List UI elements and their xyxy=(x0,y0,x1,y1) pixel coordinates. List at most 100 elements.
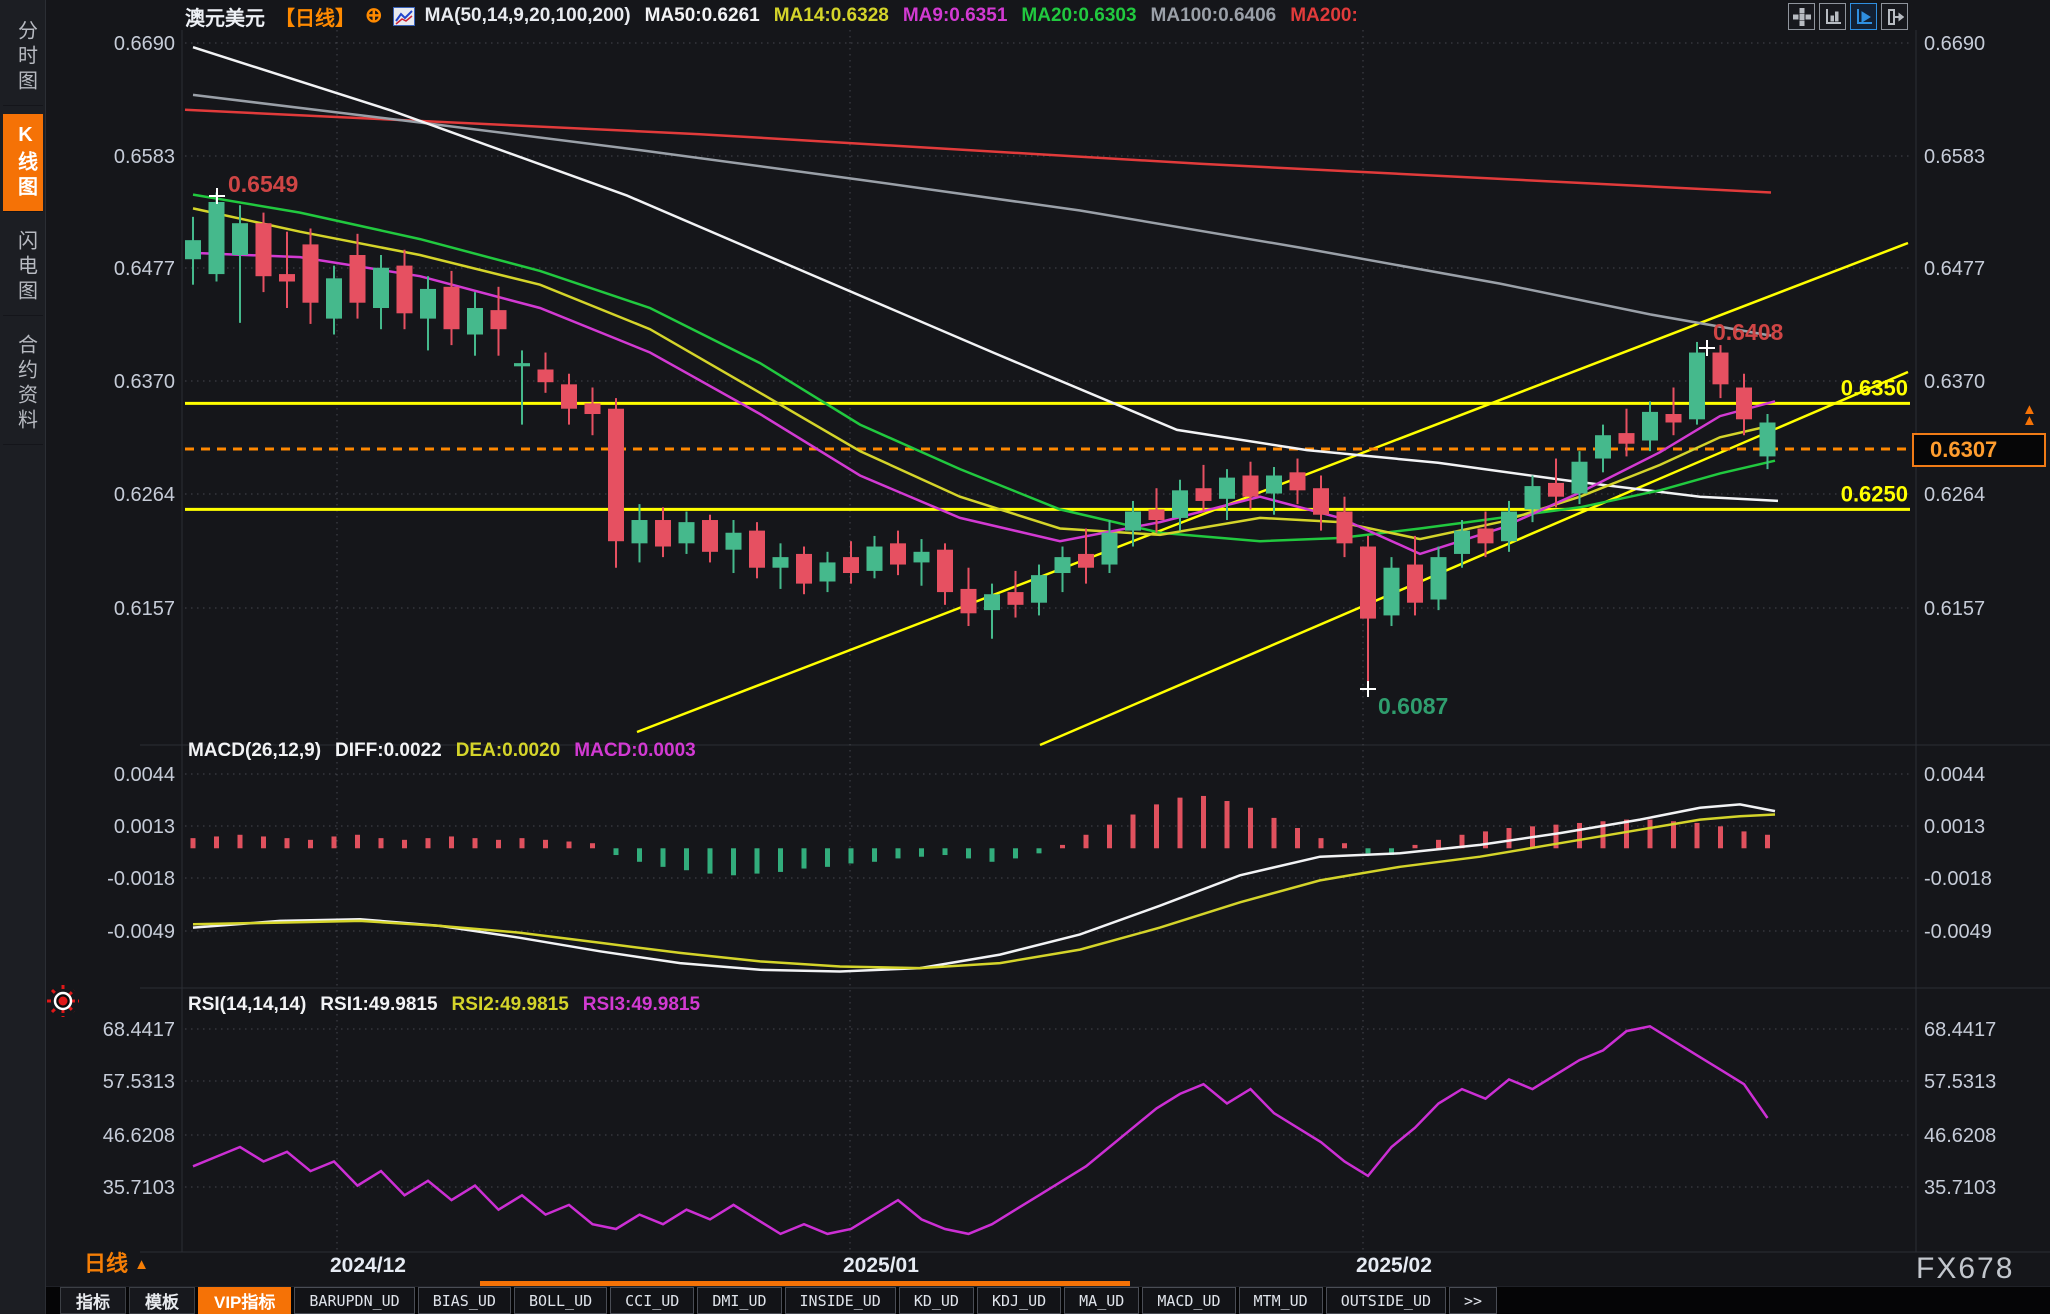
svg-text:0.6477: 0.6477 xyxy=(114,258,175,280)
horizontal-scrollbar-thumb[interactable] xyxy=(480,1281,1130,1286)
indicator-chart-icon[interactable] xyxy=(392,6,415,26)
svg-text:35.7103: 35.7103 xyxy=(103,1177,175,1199)
pan-crosshair-icon[interactable] xyxy=(1788,3,1815,30)
gridlines xyxy=(140,30,2050,1253)
rsi-panel-header: RSI(14,14,14) RSI1:49.9815 RSI2:49.9815 RSI… xyxy=(188,994,700,1016)
svg-text:0.6264: 0.6264 xyxy=(114,484,175,506)
toolbar-tab-模板[interactable]: 模板 xyxy=(129,1287,195,1314)
chart-type-sidebar: 分时图 K线图闪电图合约资料 xyxy=(0,0,46,1314)
indicator-button-DMI_UD[interactable]: DMI_UD xyxy=(697,1287,782,1314)
ma-value-ma200: MA200: xyxy=(1290,5,1358,26)
indicator-button-BARUPDN_UD[interactable]: BARUPDN_UD xyxy=(294,1287,415,1314)
svg-text:35.7103: 35.7103 xyxy=(1924,1177,1996,1199)
svg-text:0.6583: 0.6583 xyxy=(114,146,175,168)
svg-text:-0.0049: -0.0049 xyxy=(107,921,175,943)
period-selector[interactable]: 日线 ▲ xyxy=(84,1251,149,1276)
svg-text:68.4417: 68.4417 xyxy=(1924,1019,1996,1041)
svg-text:0.0044: 0.0044 xyxy=(114,764,175,786)
toolbar-tab-指标[interactable]: 指标 xyxy=(60,1287,126,1314)
chart-header: 澳元美元 【日线】 ⊕ MA(50,14,9,20,100,200) MA50:0… xyxy=(185,2,1358,30)
rsi-value-2: RSI3:49.9815 xyxy=(582,994,701,1015)
svg-text:0.6087: 0.6087 xyxy=(1378,693,1448,719)
indicator-button-MA_UD[interactable]: MA_UD xyxy=(1064,1287,1140,1314)
svg-text:57.5313: 57.5313 xyxy=(103,1071,175,1093)
macd-value-2: MACD:0.0003 xyxy=(574,740,696,761)
svg-text:0.6350: 0.6350 xyxy=(1841,375,1908,400)
ma-value-ma9: MA9:0.6351 xyxy=(902,5,1008,26)
svg-text:46.6208: 46.6208 xyxy=(1924,1125,1996,1147)
indicator-button-OUTSIDE_UD[interactable]: OUTSIDE_UD xyxy=(1325,1287,1447,1314)
svg-text:0.6408: 0.6408 xyxy=(1713,319,1784,345)
ma-line-MA100 xyxy=(192,93,1772,337)
indicator-button-BIAS_UD[interactable]: BIAS_UD xyxy=(417,1287,511,1314)
macd-value-1: DEA:0.0020 xyxy=(455,740,561,761)
ma-line-MA20 xyxy=(192,193,1776,543)
svg-text:0.6370: 0.6370 xyxy=(114,371,175,393)
ma-values: MA(50,14,9,20,100,200) MA50:0.6261 MA14:0.… xyxy=(425,5,1358,27)
indicator-toolbar: 指标 模板 VIP指标 BARUPDN_UD BIAS_UD BOLL_UD CCI_UD D… xyxy=(46,1286,2050,1314)
indicator-button-KDJ_UD[interactable]: KDJ_UD xyxy=(976,1287,1062,1314)
indicator-button-MTM_UD[interactable]: MTM_UD xyxy=(1238,1287,1323,1314)
svg-text:0.6370: 0.6370 xyxy=(1924,371,1985,393)
ma-value-ma-group: MA(50,14,9,20,100,200) xyxy=(424,5,631,26)
more-indicators-button[interactable]: >> xyxy=(1449,1287,1498,1314)
svg-text:0.6690: 0.6690 xyxy=(114,33,175,55)
macd-panel-header: MACD(26,12,9) DIFF:0.0022 DEA:0.0020 MACD:0… xyxy=(188,740,696,762)
triangle-up-icon: ▲ xyxy=(134,1256,149,1273)
svg-text:57.5313: 57.5313 xyxy=(1924,1071,1996,1093)
svg-text:0.6157: 0.6157 xyxy=(114,598,175,620)
svg-text:0.6583: 0.6583 xyxy=(1924,146,1985,168)
svg-text:0.6690: 0.6690 xyxy=(1924,33,1985,55)
rsi-value-0: RSI1:49.9815 xyxy=(320,994,438,1015)
ma-value-ma20: MA20:0.6303 xyxy=(1021,5,1137,26)
indicator-button-CCI_UD[interactable]: CCI_UD xyxy=(610,1287,695,1314)
ma-line-MA50 xyxy=(192,46,1779,503)
indicator-button-KD_UD[interactable]: KD_UD xyxy=(898,1287,974,1314)
ma-line-MA9 xyxy=(192,251,1776,556)
exit-panel-icon[interactable] xyxy=(1881,3,1908,30)
period-tag: 【日线】 xyxy=(275,7,355,30)
svg-text:0.6477: 0.6477 xyxy=(1924,258,1985,280)
rsi-title: RSI(14,14,14) xyxy=(188,994,307,1015)
indicator-button-BOLL_UD[interactable]: BOLL_UD xyxy=(513,1287,608,1314)
indicator-button-MACD_UD[interactable]: MACD_UD xyxy=(1142,1287,1236,1314)
ma-value-ma14: MA14:0.6328 xyxy=(773,5,889,26)
svg-text:0.0044: 0.0044 xyxy=(1924,764,1985,786)
svg-text:-0.0018: -0.0018 xyxy=(107,868,175,890)
candles-layer xyxy=(185,188,1776,697)
toolbar-tab-VIP指标[interactable]: VIP指标 xyxy=(198,1287,292,1314)
add-overlay-icon[interactable]: ⊕ xyxy=(365,4,383,27)
svg-text:-0.0049: -0.0049 xyxy=(1924,921,1992,943)
svg-text:46.6208: 46.6208 xyxy=(103,1125,175,1147)
sidebar-item-合约资料[interactable]: 合约资料 xyxy=(2,324,43,445)
indicator-button-INSIDE_UD[interactable]: INSIDE_UD xyxy=(784,1287,896,1314)
chart-toolbar-icons xyxy=(1788,3,1908,30)
svg-text:68.4417: 68.4417 xyxy=(103,1019,175,1041)
svg-text:2025/02: 2025/02 xyxy=(1356,1254,1432,1277)
svg-text:0.0013: 0.0013 xyxy=(114,816,175,838)
sidebar-item-闪电图[interactable]: 闪电图 xyxy=(2,220,43,316)
macd-title: MACD(26,12,9) xyxy=(188,740,322,761)
current-price-box: 0.6307 xyxy=(1912,433,2046,467)
axis-scale-icon[interactable] xyxy=(1819,3,1846,30)
sidebar-item-分时图[interactable]: 分时图 xyxy=(2,10,43,106)
ma-value-ma50: MA50:0.6261 xyxy=(644,5,760,26)
alarm-icon[interactable] xyxy=(46,984,80,1023)
ma-line-MA14 xyxy=(192,207,1776,541)
ma-value-ma100: MA100:0.6406 xyxy=(1150,5,1277,26)
macd-value-0: DIFF:0.0022 xyxy=(335,740,442,761)
price-up-arrows: ▲ ▲ xyxy=(2022,401,2037,429)
svg-text:0.6264: 0.6264 xyxy=(1924,484,1985,506)
watermark: FX678 xyxy=(1916,1252,2015,1285)
macd-diff-line xyxy=(192,803,1776,973)
overlay-lines xyxy=(184,46,1910,747)
symbol-title: 澳元美元 xyxy=(185,7,265,30)
svg-text:0.6157: 0.6157 xyxy=(1924,598,1985,620)
svg-text:2025/01: 2025/01 xyxy=(843,1254,919,1277)
axis-labels: 0.6350 0.6250 0.6549 0.6408 0.6087 0.6690 0.66… xyxy=(103,33,1997,1277)
axis-play-icon[interactable] xyxy=(1850,3,1877,30)
sidebar-item-K线图[interactable]: K线图 xyxy=(2,114,43,212)
ma-line-MA200 xyxy=(184,108,1772,194)
